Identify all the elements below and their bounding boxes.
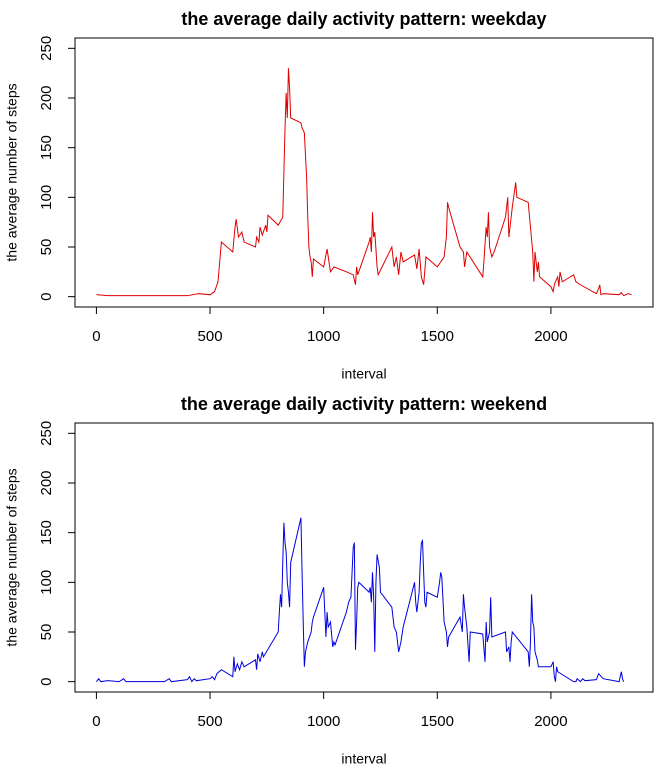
y-tick-label: 50 bbox=[38, 624, 55, 641]
plot-box bbox=[74, 37, 654, 308]
y-tick-label: 250 bbox=[38, 36, 55, 61]
x-tick-label: 2000 bbox=[534, 713, 567, 730]
x-tick-label: 0 bbox=[92, 328, 100, 345]
x-tick-label: 500 bbox=[198, 713, 223, 730]
x-axis-label: interval bbox=[341, 366, 386, 382]
x-tick-label: 1000 bbox=[307, 328, 340, 345]
y-tick-label: 100 bbox=[38, 570, 55, 595]
y-tick-label: 0 bbox=[38, 677, 55, 685]
x-tick-label: 1000 bbox=[307, 713, 340, 730]
y-axis-label: the average number of steps bbox=[4, 468, 20, 646]
data-line bbox=[96, 517, 625, 683]
y-tick-label: 200 bbox=[38, 470, 55, 495]
x-tick-label: 2000 bbox=[534, 328, 567, 345]
x-tick-label: 500 bbox=[198, 328, 223, 345]
x-tick-label: 0 bbox=[92, 713, 100, 730]
y-axis-label: the average number of steps bbox=[4, 83, 20, 261]
plot-box bbox=[74, 422, 654, 693]
x-tick-label: 1500 bbox=[421, 713, 454, 730]
x-tick-label: 1500 bbox=[421, 328, 454, 345]
y-tick-label: 200 bbox=[38, 85, 55, 110]
y-tick-label: 250 bbox=[38, 421, 55, 446]
x-axis-label: interval bbox=[341, 751, 386, 767]
data-line bbox=[96, 68, 632, 297]
y-tick-label: 100 bbox=[38, 185, 55, 210]
chart-title: the average daily activity pattern: week… bbox=[181, 9, 546, 29]
y-tick-label: 50 bbox=[38, 239, 55, 256]
y-tick-label: 0 bbox=[38, 292, 55, 300]
y-tick-label: 150 bbox=[38, 520, 55, 545]
chart-title: the average daily activity pattern: week… bbox=[181, 394, 547, 414]
y-tick-label: 150 bbox=[38, 135, 55, 160]
